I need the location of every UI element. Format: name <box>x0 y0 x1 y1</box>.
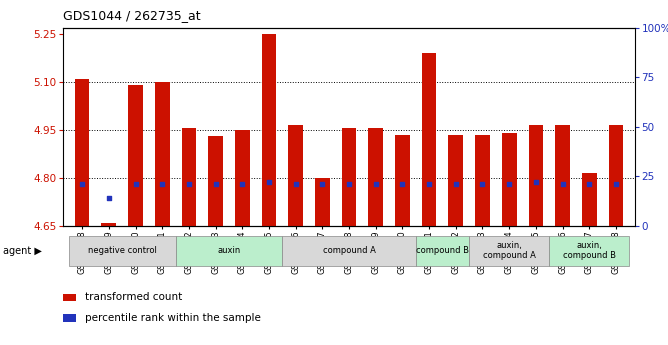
Point <box>317 181 328 187</box>
Bar <box>63 314 76 322</box>
Point <box>477 181 488 187</box>
FancyBboxPatch shape <box>283 236 415 266</box>
Text: auxin,
compound B: auxin, compound B <box>562 240 616 260</box>
Bar <box>262 34 277 226</box>
Point <box>344 181 355 187</box>
Text: transformed count: transformed count <box>85 293 182 303</box>
Bar <box>102 224 116 226</box>
FancyBboxPatch shape <box>469 236 549 266</box>
Point <box>77 181 88 187</box>
Point <box>557 181 568 187</box>
FancyBboxPatch shape <box>415 236 469 266</box>
Bar <box>368 128 383 226</box>
Point <box>504 181 514 187</box>
Point <box>184 181 194 187</box>
Text: auxin,
compound A: auxin, compound A <box>483 240 536 260</box>
Point <box>397 181 407 187</box>
Bar <box>582 173 597 226</box>
Bar <box>502 133 516 226</box>
Text: agent ▶: agent ▶ <box>3 246 42 256</box>
Point <box>611 181 621 187</box>
Text: percentile rank within the sample: percentile rank within the sample <box>85 313 261 323</box>
Point <box>424 181 434 187</box>
Point <box>104 195 114 201</box>
Bar <box>235 130 250 226</box>
Bar <box>342 128 356 226</box>
Bar <box>422 53 436 226</box>
Bar <box>75 79 90 226</box>
Bar <box>555 125 570 226</box>
Bar <box>63 294 76 302</box>
Bar <box>182 128 196 226</box>
Bar <box>528 125 543 226</box>
Point <box>237 181 248 187</box>
Bar <box>395 135 409 226</box>
Point <box>530 179 541 185</box>
Bar <box>448 135 463 226</box>
FancyBboxPatch shape <box>69 236 176 266</box>
Bar <box>155 82 170 226</box>
Bar <box>315 178 330 226</box>
Point <box>584 181 595 187</box>
Bar <box>609 125 623 226</box>
Text: GDS1044 / 262735_at: GDS1044 / 262735_at <box>63 9 201 22</box>
Bar <box>475 135 490 226</box>
FancyBboxPatch shape <box>549 236 629 266</box>
Text: compound A: compound A <box>323 246 375 255</box>
Text: auxin: auxin <box>217 246 240 255</box>
Bar <box>128 85 143 226</box>
FancyBboxPatch shape <box>176 236 283 266</box>
Bar <box>208 136 223 226</box>
Text: negative control: negative control <box>88 246 156 255</box>
Bar <box>289 125 303 226</box>
Point <box>157 181 168 187</box>
Point <box>264 179 275 185</box>
Point <box>210 181 221 187</box>
Point <box>291 181 301 187</box>
Point <box>370 181 381 187</box>
Point <box>450 181 461 187</box>
Text: compound B: compound B <box>416 246 469 255</box>
Point <box>130 181 141 187</box>
